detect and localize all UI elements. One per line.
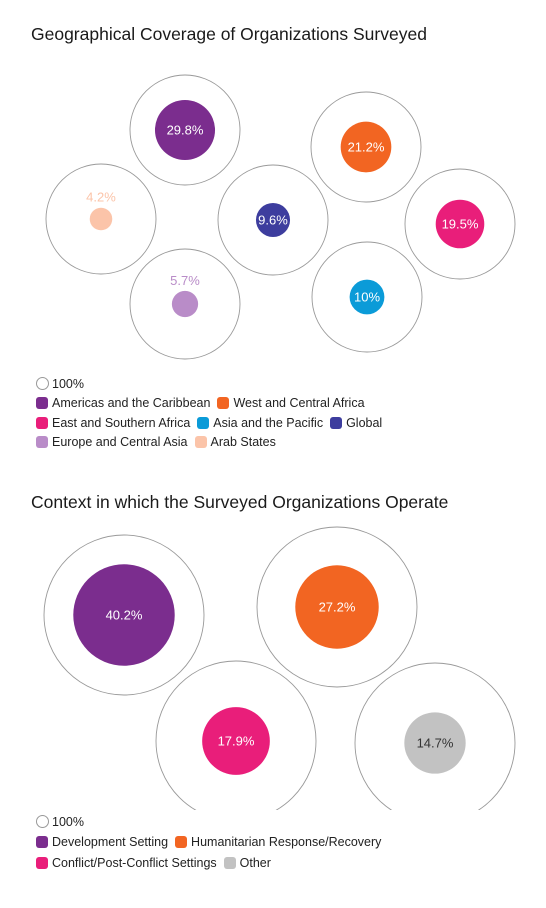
geography-legend: 100% Americas and the Caribbean West and… (36, 374, 389, 452)
data-label-europe-central-asia: 5.7% (170, 273, 200, 288)
bubble-development: 40.2% (43, 534, 205, 696)
legend-row: Conflict/Post-Conflict Settings Other (36, 853, 388, 874)
bubble-fill-americas (154, 99, 216, 161)
legend-label-development: Development Setting (52, 835, 169, 849)
legend-row: Europe and Central Asia Arab States (36, 433, 389, 453)
bubble-arab-states: 4.2% (45, 163, 157, 275)
legend-swatch-americas (36, 397, 48, 410)
legend-swatch-asia-pacific (197, 416, 210, 429)
legend-item-americas: Americas and the Caribbean (36, 396, 210, 410)
bubble-fill-development (73, 564, 175, 666)
legend-swatch-humanitarian (175, 836, 188, 848)
bubble-fill-europe-central-asia (171, 290, 199, 318)
legend-item-west-central-africa: West and Central Africa (217, 396, 365, 411)
legend-swatch-development (36, 836, 48, 848)
legend-label-reference: 100% (52, 376, 84, 391)
legend-item-humanitarian: Humanitarian Response/Recovery (175, 835, 381, 849)
legend-item-development: Development Setting (36, 835, 168, 849)
bubble-fill-other (404, 712, 466, 774)
bubble-west-central-africa: 21.2% (310, 91, 422, 203)
data-label-conflict: 17.9% (218, 734, 255, 749)
legend-swatch-other (223, 857, 236, 869)
legend-label-americas: Americas and the Caribbean (52, 396, 211, 411)
bubble-americas: 29.8% (129, 74, 241, 186)
legend-label-west-central-africa: West and Central Africa (233, 396, 365, 411)
legend-row: Americas and the Caribbean West and Cent… (36, 394, 389, 414)
legend-label-conflict: Conflict/Post-Conflict Settings (52, 856, 217, 870)
legend-item-arab-states: Arab States (194, 435, 276, 450)
bubble-humanitarian: 27.2% (256, 526, 418, 688)
bubble-east-southern-africa: 19.5% (404, 168, 516, 280)
legend-label-global: Global (346, 415, 383, 430)
legend-row: East and Southern Africa Asia and the Pa… (36, 413, 389, 433)
bubble-conflict: 17.9% (155, 660, 317, 810)
data-label-other: 14.7% (417, 736, 454, 751)
reference-circle-icon (36, 815, 49, 829)
legend-swatch-conflict (36, 857, 48, 869)
legend-label-europe-central-asia: Europe and Central Asia (52, 435, 188, 450)
bubble-global: 9.6% (217, 164, 329, 276)
bubble-fill-west-central-africa (340, 121, 392, 173)
legend-label-asia-pacific: Asia and the Pacific (213, 415, 324, 430)
chart-title-geography: Geographical Coverage of Organizations S… (31, 24, 427, 44)
data-label-arab-states: 4.2% (86, 190, 116, 205)
chart-title-context: Context in which the Surveyed Organizati… (31, 492, 449, 512)
bubble-fill-humanitarian (295, 565, 379, 649)
legend-item-conflict: Conflict/Post-Conflict Settings (36, 856, 217, 870)
legend-swatch-global (330, 416, 343, 429)
legend-item-east-southern-africa: East and Southern Africa (36, 416, 190, 430)
data-label-asia-pacific: 10% (354, 290, 380, 305)
legend-label-east-southern-africa: East and Southern Africa (52, 415, 191, 430)
legend-row: Development Setting Humanitarian Respons… (36, 832, 388, 853)
legend-row: 100% (36, 374, 389, 394)
context-bubble-chart: 40.2% 27.2% 17.9% 14.7% (43, 526, 516, 810)
reference-circle-icon (36, 377, 49, 391)
bubble-fill-east-southern-africa (435, 199, 485, 249)
legend-item-reference: 100% (36, 377, 84, 391)
legend-item-reference: 100% (36, 815, 84, 829)
data-label-east-southern-africa: 19.5% (442, 217, 479, 232)
bubble-fill-conflict (202, 707, 270, 775)
data-label-americas: 29.8% (167, 123, 204, 138)
data-label-west-central-africa: 21.2% (348, 140, 385, 155)
legend-item-europe-central-asia: Europe and Central Asia (36, 435, 188, 449)
legend-swatch-europe-central-asia (36, 436, 48, 449)
legend-item-asia-pacific: Asia and the Pacific (197, 416, 323, 430)
legend-swatch-east-southern-africa (36, 416, 48, 429)
legend-label-other: Other (239, 856, 271, 870)
legend-label-reference: 100% (52, 814, 84, 829)
legend-label-humanitarian: Humanitarian Response/Recovery (191, 835, 382, 849)
data-label-global: 9.6% (258, 213, 288, 228)
bubble-fill-asia-pacific (349, 279, 385, 315)
legend-item-global: Global (330, 416, 382, 430)
bubble-asia-pacific: 10% (311, 241, 423, 353)
bubble-europe-central-asia: 5.7% (129, 248, 241, 360)
legend-label-arab-states: Arab States (210, 435, 276, 450)
geography-bubble-chart: 29.8% 21.2% 19.5% 10% 9.6% 5.7% 4.2% (45, 74, 516, 360)
data-label-humanitarian: 27.2% (319, 600, 356, 615)
context-legend: 100% Development Setting Humanitarian Re… (36, 812, 388, 874)
bubble-fill-global (255, 202, 291, 238)
bubble-other: 14.7% (354, 662, 516, 810)
data-label-development: 40.2% (106, 608, 143, 623)
bubble-fill-arab-states (89, 207, 113, 231)
legend-swatch-west-central-africa (217, 397, 230, 410)
legend-row: 100% (36, 812, 388, 832)
legend-item-other: Other (223, 856, 271, 870)
legend-swatch-arab-states (194, 436, 207, 449)
